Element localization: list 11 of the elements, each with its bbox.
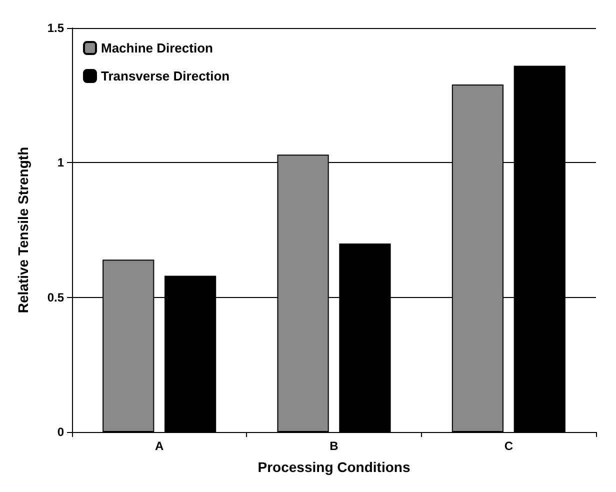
y-tick-label: 1.5 [47, 21, 64, 35]
legend-label: Transverse Direction [101, 68, 230, 84]
x-tick-label: B [330, 439, 339, 453]
x-axis-title: Processing Conditions [258, 459, 410, 475]
y-axis-title: Relative Tensile Strength [15, 146, 31, 314]
x-tick-label: A [154, 439, 164, 453]
y-tick-label: 0.5 [47, 290, 64, 304]
x-tick-label: C [504, 439, 514, 453]
y-tick-label: 1 [57, 156, 64, 170]
legend-label: Machine Direction [101, 40, 214, 56]
y-tick-label: 0 [57, 425, 64, 439]
